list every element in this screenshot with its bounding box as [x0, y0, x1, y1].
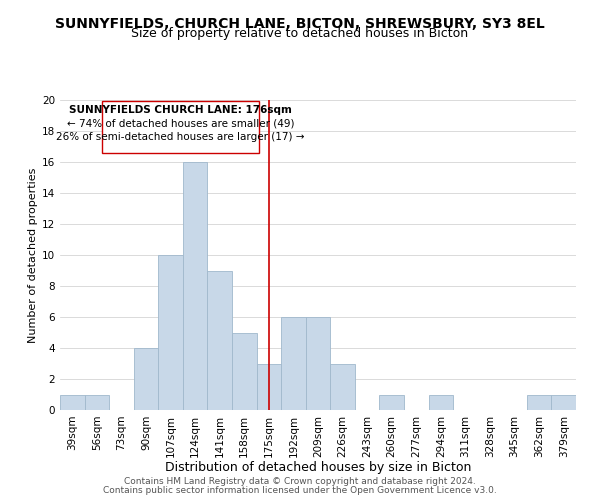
Bar	[551, 394, 576, 410]
Text: Contains HM Land Registry data © Crown copyright and database right 2024.: Contains HM Land Registry data © Crown c…	[124, 477, 476, 486]
Text: Contains public sector information licensed under the Open Government Licence v3: Contains public sector information licen…	[103, 486, 497, 495]
X-axis label: Distribution of detached houses by size in Bicton: Distribution of detached houses by size …	[165, 461, 471, 474]
Bar	[379, 394, 404, 410]
Bar	[158, 255, 183, 410]
Bar	[134, 348, 158, 410]
Text: Size of property relative to detached houses in Bicton: Size of property relative to detached ho…	[131, 28, 469, 40]
Text: ← 74% of detached houses are smaller (49): ← 74% of detached houses are smaller (49…	[67, 118, 294, 128]
Text: SUNNYFIELDS CHURCH LANE: 176sqm: SUNNYFIELDS CHURCH LANE: 176sqm	[69, 106, 292, 116]
Bar	[208, 270, 232, 410]
Text: 26% of semi-detached houses are larger (17) →: 26% of semi-detached houses are larger (…	[56, 132, 305, 142]
Bar	[330, 364, 355, 410]
Bar	[183, 162, 208, 410]
Bar	[257, 364, 281, 410]
Bar	[85, 394, 109, 410]
Bar	[60, 394, 85, 410]
Bar	[306, 317, 330, 410]
Y-axis label: Number of detached properties: Number of detached properties	[28, 168, 38, 342]
Bar	[232, 332, 257, 410]
Bar	[527, 394, 551, 410]
Text: SUNNYFIELDS, CHURCH LANE, BICTON, SHREWSBURY, SY3 8EL: SUNNYFIELDS, CHURCH LANE, BICTON, SHREWS…	[55, 18, 545, 32]
FancyBboxPatch shape	[102, 101, 259, 152]
Bar	[281, 317, 306, 410]
Bar	[428, 394, 453, 410]
